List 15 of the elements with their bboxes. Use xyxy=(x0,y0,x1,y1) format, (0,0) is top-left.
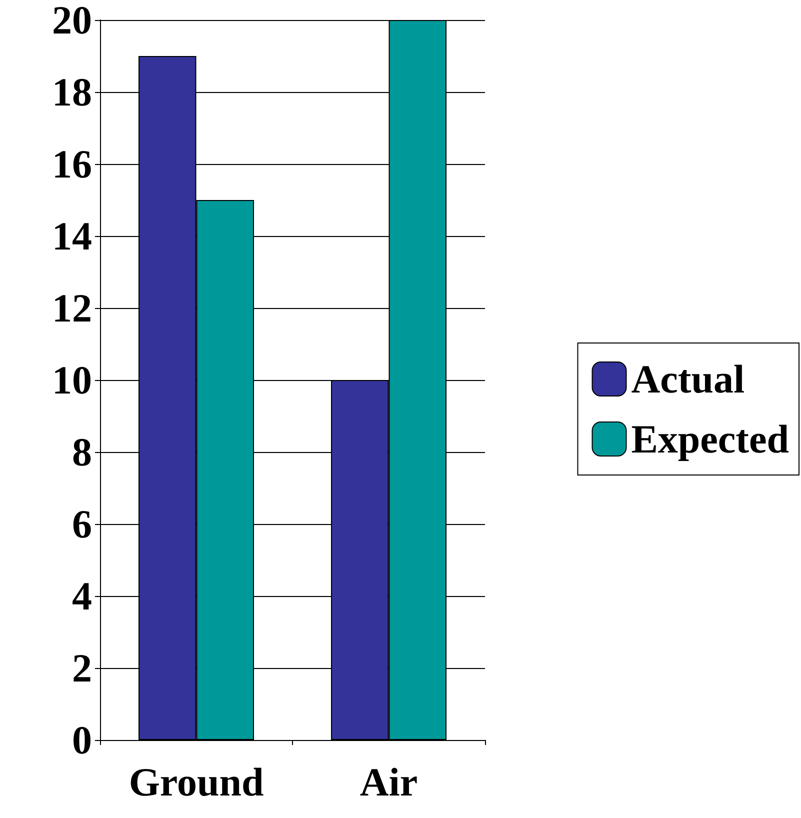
y-tick-label: 6 xyxy=(72,502,92,546)
legend-label: Expected xyxy=(631,416,790,462)
y-tick-label: 8 xyxy=(72,430,92,474)
y-tick-label: 2 xyxy=(72,646,92,690)
y-tick-label: 16 xyxy=(52,142,92,186)
x-tick-label: Air xyxy=(360,760,418,804)
y-tick-label: 20 xyxy=(52,0,92,42)
legend-label: Actual xyxy=(631,356,745,402)
y-tick-label: 0 xyxy=(72,718,92,762)
y-tick-label: 12 xyxy=(52,286,92,330)
y-tick-label: 14 xyxy=(52,214,92,258)
x-tick-label: Ground xyxy=(128,760,264,804)
y-tick-label: 18 xyxy=(52,70,92,114)
y-tick-label: 4 xyxy=(72,574,92,618)
y-tick-label: 10 xyxy=(52,358,92,402)
